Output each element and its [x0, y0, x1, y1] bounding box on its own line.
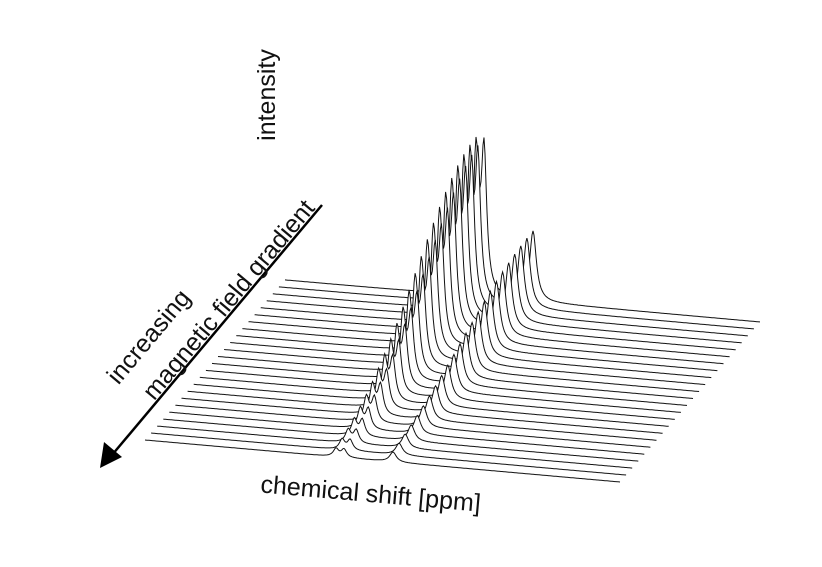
- trace-mask: [163, 417, 639, 464]
- arrow-head: [100, 442, 122, 468]
- intensity-label: intensity: [253, 49, 281, 141]
- trace-mask: [151, 433, 627, 478]
- spectra-stack: [144, 136, 760, 484]
- spectrum-trace: [144, 439, 621, 483]
- trace-mask: [187, 368, 663, 436]
- spectrum-trace: [169, 405, 645, 455]
- trace-mask: [145, 440, 620, 484]
- spectrum-trace: [157, 425, 633, 469]
- gradient-arrow: [111, 204, 323, 456]
- spectrum-trace: [163, 416, 639, 462]
- trace-mask: [157, 426, 633, 471]
- trace-mask: [230, 256, 706, 387]
- spectrum-trace: [175, 393, 651, 448]
- trace-mask: [175, 394, 651, 450]
- spectrum-trace: [151, 432, 627, 476]
